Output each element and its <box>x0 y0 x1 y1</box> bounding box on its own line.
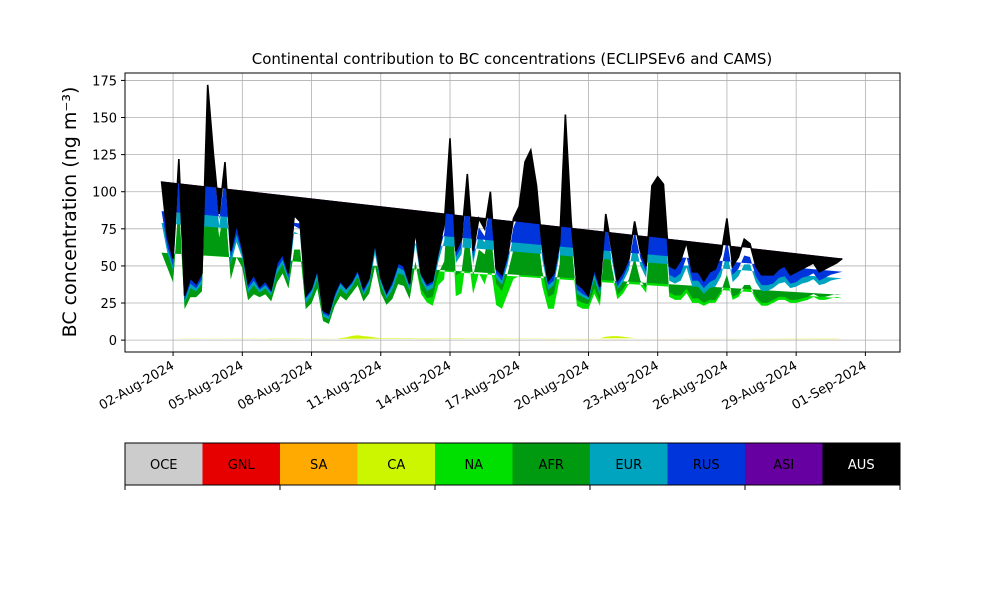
x-tick-label: 01-Sep-2024 <box>790 358 870 413</box>
x-tick-label: 05-Aug-2024 <box>166 358 246 413</box>
y-tick-label: 50 <box>100 260 117 275</box>
x-tick-label: 23-Aug-2024 <box>581 358 661 413</box>
legend-swatch-oce <box>125 443 203 485</box>
chart-title: Continental contribution to BC concentra… <box>252 50 773 68</box>
stacked-areas <box>161 84 843 340</box>
legend-swatch-eur <box>590 443 668 485</box>
legend-label: OCE <box>150 458 178 473</box>
x-tick-label: 02-Aug-2024 <box>97 358 177 413</box>
plot-frame <box>124 72 901 353</box>
legend-swatch-na <box>435 443 513 485</box>
total-line <box>160 84 843 315</box>
legend-label: AFR <box>539 458 564 473</box>
y-tick-label: 100 <box>92 186 117 201</box>
legend-frame <box>124 442 901 486</box>
legend-label: AUS <box>848 458 875 473</box>
legend-label: ASI <box>773 458 794 473</box>
legend-swatch-sa <box>280 443 358 485</box>
legend: OCE GNL SA CA NA AFR EUR RUS ASI AUS <box>124 442 901 490</box>
x-tick-label: 20-Aug-2024 <box>512 358 592 413</box>
x-axis: 02-Aug-202405-Aug-202408-Aug-202411-Aug-… <box>97 352 870 414</box>
legend-label: EUR <box>615 458 642 473</box>
legend-label: NA <box>464 458 483 473</box>
legend-label: CA <box>387 458 405 473</box>
legend-swatch-rus <box>667 443 746 485</box>
legend-swatch-ca <box>357 443 436 485</box>
legend-label: RUS <box>693 458 720 473</box>
x-tick-label: 26-Aug-2024 <box>651 358 731 413</box>
y-axis: 0 25 50 75 100 125 150 175 <box>92 74 125 349</box>
x-tick-label: 11-Aug-2024 <box>304 358 384 413</box>
legend-label: SA <box>310 458 327 473</box>
y-tick-label: 150 <box>92 112 117 127</box>
y-tick-label: 175 <box>92 74 117 89</box>
x-tick-label: 29-Aug-2024 <box>720 358 800 413</box>
legend-swatch-asi <box>745 443 823 485</box>
y-tick-label: 125 <box>92 149 117 164</box>
y-tick-label: 25 <box>100 297 117 312</box>
legend-label: GNL <box>228 458 256 473</box>
legend-swatch-gnl <box>202 443 281 485</box>
legend-swatch-aus <box>822 443 901 485</box>
area-aus <box>161 84 843 314</box>
x-tick-label: 14-Aug-2024 <box>374 358 454 413</box>
legend-swatch-afr <box>512 443 591 485</box>
area-ca <box>161 335 843 339</box>
x-tick-label: 17-Aug-2024 <box>443 358 523 413</box>
y-axis-label: BC concentration (ng m⁻³) <box>59 87 81 338</box>
x-tick-label: 08-Aug-2024 <box>235 358 315 413</box>
y-tick-label: 75 <box>100 223 117 238</box>
y-tick-label: 0 <box>109 334 117 349</box>
